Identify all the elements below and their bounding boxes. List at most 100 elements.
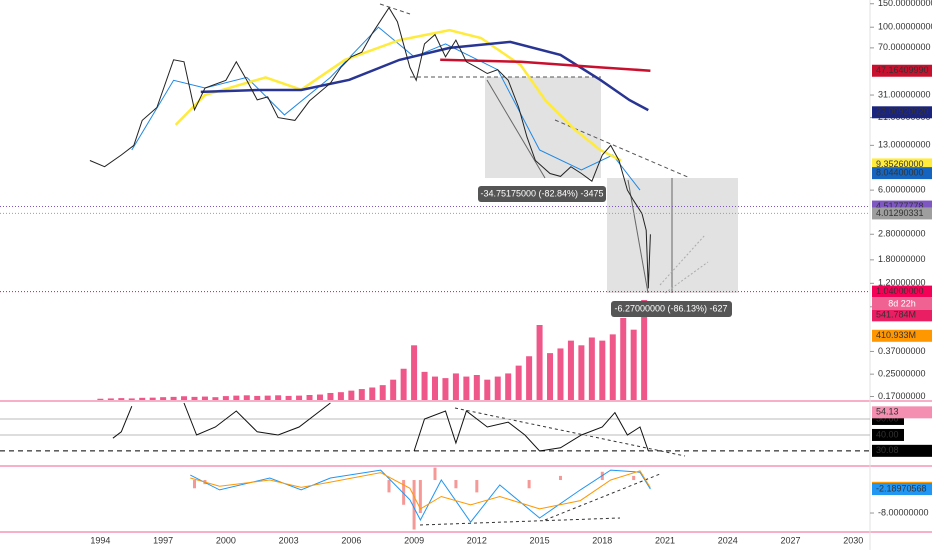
series-line [190, 470, 651, 510]
macd-histogram-bar [192, 480, 196, 489]
y-tick-label: 2.80000000 [878, 229, 926, 239]
volume-bar [181, 396, 188, 400]
x-tick-label: 2009 [404, 535, 424, 545]
price-tag [872, 406, 932, 419]
channel-line [664, 261, 709, 294]
price-tag-label: -2.18970568 [876, 483, 927, 493]
volume-bar [254, 395, 261, 400]
price-tag-label: 47.16409990 [876, 65, 929, 75]
price-tag-label: 4.01290331 [876, 208, 924, 218]
volume-bar [567, 340, 574, 400]
x-tick-label: 2024 [718, 535, 738, 545]
y-tick-label: 70.00000000 [878, 42, 931, 52]
y-tick-label: 1.80000000 [878, 254, 926, 264]
volume-bar [390, 379, 397, 400]
countdown-bg [872, 298, 932, 310]
countdown: 8d 22h [888, 298, 916, 308]
y-tick-label: 100.00000000 [878, 22, 932, 32]
volume-bar [641, 300, 648, 400]
volume-bar [275, 395, 282, 400]
price-tag-label: 30.08 [876, 445, 899, 455]
volume-bar [379, 385, 386, 400]
volume-bar [526, 356, 533, 400]
volume-bar [170, 396, 177, 400]
volume-bar [97, 398, 104, 400]
volume-bar [160, 397, 167, 400]
volume-bar [400, 368, 407, 400]
x-tick-label: 2018 [592, 535, 612, 545]
volume-bar [128, 398, 135, 400]
volume-bar [609, 334, 616, 400]
price-tag-label: 23.00920020 [876, 107, 929, 117]
y-tick-label: 6.00000000 [878, 185, 926, 195]
price-tag-label: 541.784M [876, 310, 916, 320]
volume-bar [588, 337, 595, 400]
volume-bar [442, 378, 449, 400]
volume-bar [484, 379, 491, 400]
macd-histogram-bar [418, 480, 422, 514]
macd-histogram-bar [527, 480, 531, 489]
macd-histogram-bar [454, 480, 458, 489]
price-tag-label: 54.13 [876, 407, 899, 417]
volume-bar [191, 396, 198, 400]
x-tick-label: 2000 [216, 535, 236, 545]
volume-bar [630, 329, 637, 400]
volume-bar [285, 395, 292, 400]
x-tick-label: 2021 [655, 535, 675, 545]
y-tick-label: 0.37000000 [878, 346, 926, 356]
volume-bar [421, 371, 428, 400]
y-tick-label: 31.00000000 [878, 89, 931, 99]
x-tick-label: 2027 [781, 535, 801, 545]
measure-label-bg [478, 186, 606, 202]
volume-bar [337, 392, 344, 400]
price-tag [872, 444, 932, 457]
volume-bar [233, 395, 240, 400]
volume-bar [515, 365, 522, 400]
volume-bar [505, 373, 512, 400]
price-tag [872, 285, 932, 298]
price-tag-label: 410.933M [876, 330, 916, 340]
volume-bar [358, 389, 365, 400]
measure-line [486, 79, 546, 179]
y-tick-label: 150.00000000 [878, 0, 932, 8]
measure-label: -6.27000000 (-86.13%) -627 [614, 303, 727, 313]
x-tick-label: 2006 [341, 535, 361, 545]
x-tick-label: 2012 [467, 535, 487, 545]
price-tag [872, 106, 932, 119]
macd-histogram-bar [475, 480, 479, 493]
volume-bar [264, 395, 271, 400]
volume-bar [432, 376, 438, 400]
volume-bar [411, 345, 418, 400]
series-line [440, 58, 651, 72]
trend-line [554, 119, 691, 179]
volume-bar [139, 397, 146, 400]
y-tick-label: 0.17000000 [878, 391, 926, 401]
price-tag [872, 64, 932, 77]
volume-bar [348, 390, 355, 400]
volume-bar [620, 317, 627, 400]
macd-histogram-bar [402, 480, 406, 505]
x-tick-label: 1997 [153, 535, 173, 545]
macd-histogram-bar [632, 475, 636, 481]
y-tick-label: 40.00 [876, 429, 899, 439]
price-tag-label: 8.04400000 [876, 168, 924, 178]
volume-bar [306, 395, 313, 400]
x-tick-label: 2003 [279, 535, 299, 545]
volume-bar [212, 397, 219, 400]
volume-bar [327, 392, 334, 400]
volume-bar [452, 373, 459, 400]
macd-histogram-bar [558, 475, 562, 481]
channel-line [659, 234, 706, 286]
macd-histogram-bar [433, 467, 437, 481]
volume-bar [494, 376, 501, 400]
price-tag [872, 309, 932, 322]
x-tick-label: 1994 [90, 535, 110, 545]
price-tag [872, 167, 932, 180]
volume-bar [599, 340, 606, 400]
macd-trend [544, 473, 661, 521]
price-tag-label: 1.04000000 [876, 286, 924, 296]
volume-bar [201, 396, 208, 400]
volume-bar [473, 375, 480, 400]
